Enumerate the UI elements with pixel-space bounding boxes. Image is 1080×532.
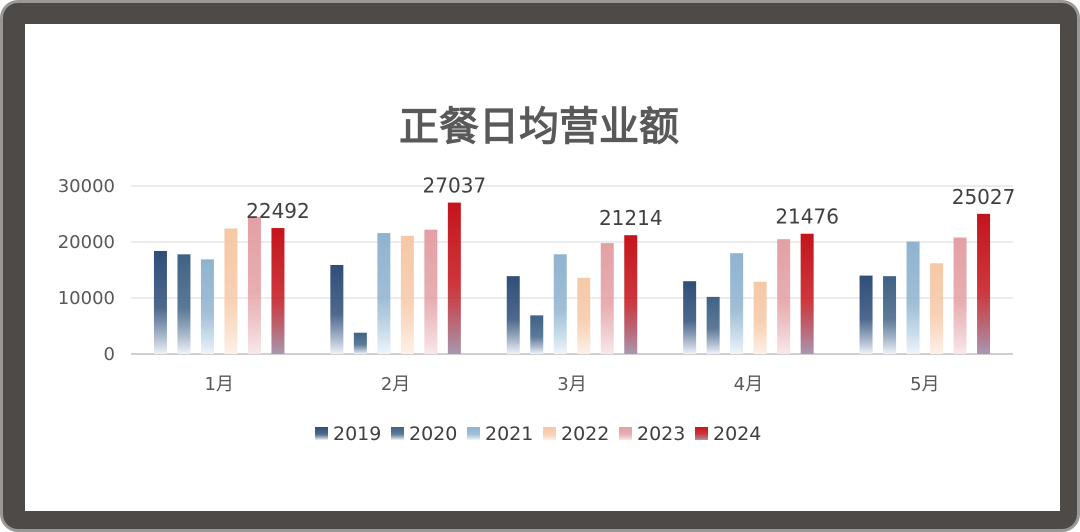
x-axis-categories: 1月 2月 3月 4月 5月 (204, 374, 939, 395)
data-label: 27037 (423, 174, 487, 198)
legend-label: 2020 (409, 423, 457, 445)
bar-2024-2月 (447, 202, 461, 354)
legend-swatch-2021 (467, 427, 480, 440)
x-category-label: 2月 (381, 374, 410, 395)
data-label: 21476 (775, 205, 839, 229)
legend-swatch-2020 (391, 427, 404, 440)
x-category-label: 1月 (204, 374, 233, 395)
bar-2020-4月 (706, 296, 720, 354)
legend-label: 2022 (561, 423, 609, 445)
bar-2024-5月 (977, 213, 991, 354)
y-tick-label: 20000 (58, 232, 115, 253)
bars (153, 202, 991, 354)
bar-2019-3月 (506, 276, 520, 354)
bar-2021-2月 (377, 233, 391, 354)
bar-2022-3月 (577, 277, 591, 354)
bar-2021-3月 (553, 254, 567, 354)
bar-2023-4月 (777, 239, 791, 354)
bar-2021-1月 (200, 259, 214, 354)
x-category-label: 4月 (734, 374, 763, 395)
bar-2021-4月 (730, 253, 744, 354)
legend-label: 2024 (713, 423, 761, 445)
bar-2020-2月 (353, 332, 367, 354)
legend-swatch-2023 (619, 427, 632, 440)
bar-2019-1月 (153, 250, 167, 354)
legend-swatch-2024 (695, 427, 708, 440)
bar-2023-3月 (600, 243, 614, 354)
bar-2019-4月 (683, 281, 697, 354)
y-tick-label: 30000 (58, 176, 115, 197)
bar-2021-5月 (906, 241, 920, 354)
bar-2023-5月 (953, 237, 967, 354)
x-category-label: 3月 (557, 374, 586, 395)
legend-label: 2021 (485, 423, 533, 445)
data-label: 22492 (246, 199, 310, 223)
data-label: 21214 (599, 206, 663, 230)
chart-title: 正餐日均营业额 (399, 104, 679, 150)
chart-panel: 正餐日均营业额 0 10000 20000 30000 22492 27037 21214… (25, 24, 1060, 511)
bar-2024-1月 (271, 228, 285, 354)
bar-2024-4月 (800, 233, 814, 354)
bar-chart: 正餐日均营业额 0 10000 20000 30000 22492 27037 21214… (58, 104, 1016, 445)
bar-2023-1月 (247, 216, 261, 354)
bar-2019-2月 (330, 264, 344, 354)
legend: 2019 2020 2021 2022 2023 2024 (315, 423, 761, 445)
bar-2020-3月 (530, 315, 544, 354)
y-tick-label: 10000 (58, 288, 115, 309)
bar-2022-5月 (930, 263, 944, 354)
x-category-label: 5月 (910, 374, 939, 395)
bar-2024-3月 (624, 235, 638, 354)
data-labels: 22492 27037 21214 21476 25027 (246, 174, 1015, 231)
bar-2020-5月 (883, 276, 897, 354)
bar-2019-5月 (859, 275, 873, 354)
bar-2023-2月 (424, 229, 438, 354)
bar-2022-1月 (224, 228, 238, 354)
legend-label: 2019 (333, 423, 381, 445)
data-label: 25027 (952, 185, 1016, 209)
bar-2020-1月 (177, 254, 191, 354)
y-axis-ticks: 0 10000 20000 30000 (58, 176, 115, 365)
legend-swatch-2022 (543, 427, 556, 440)
y-tick-label: 0 (104, 344, 115, 365)
bar-2022-4月 (753, 281, 767, 354)
legend-swatch-2019 (315, 427, 328, 440)
bar-2022-2月 (400, 235, 414, 354)
legend-label: 2023 (637, 423, 685, 445)
